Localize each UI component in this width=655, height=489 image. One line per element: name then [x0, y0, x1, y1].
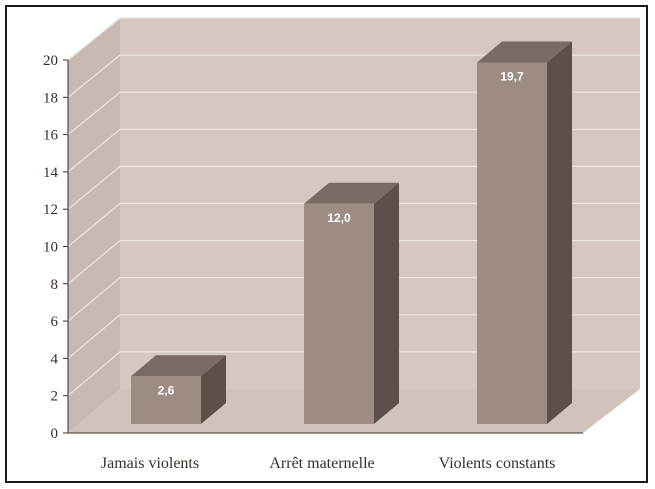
category-label: Jamais violents [101, 455, 199, 472]
bar-front [304, 203, 374, 424]
bar-side [547, 41, 572, 424]
gridline [67, 314, 640, 359]
data-label: 12,0 [327, 211, 351, 225]
gridline [67, 54, 640, 98]
y-axis: 0 2 4 6 8 10 12 14 16 18 20 [43, 53, 583, 442]
y-tick-label: 4 [51, 351, 59, 367]
category-label: Arrêt maternelle [269, 455, 374, 472]
data-label: 2,6 [158, 383, 175, 397]
bar-top [304, 182, 399, 204]
gridlines [67, 17, 640, 397]
y-tick-label: 14 [43, 165, 59, 181]
bar-3: 19,7 [477, 41, 572, 424]
y-tick-label: 2 [51, 389, 59, 405]
gridline [67, 202, 640, 247]
bar-2: 12,0 [304, 182, 399, 424]
bar-top [131, 355, 226, 377]
bars: 2,6 12,0 19,7 [131, 41, 572, 424]
y-tick-label: 20 [43, 53, 58, 69]
bar-1: 2,6 [131, 355, 226, 424]
gridline [67, 91, 640, 136]
bar-top [477, 41, 572, 63]
y-tick-label: 8 [51, 277, 59, 293]
y-tick-label: 18 [43, 90, 58, 106]
gridline [67, 351, 640, 397]
gridline [67, 277, 640, 322]
y-tick-label: 12 [43, 202, 58, 218]
bar-front [477, 62, 547, 424]
bar-front [131, 376, 201, 424]
y-tick-label: 6 [51, 314, 59, 330]
y-tick-label: 16 [43, 128, 59, 144]
y-tick-label: 0 [51, 426, 59, 442]
bar-side [201, 355, 226, 424]
data-label: 19,7 [500, 70, 524, 84]
y-tick-label: 10 [43, 240, 58, 256]
bar-side [374, 182, 399, 424]
gridline [67, 165, 640, 210]
gridline [67, 17, 640, 61]
gridline [67, 128, 640, 173]
gridline [67, 240, 640, 285]
x-axis-labels: Jamais violents Arrêt maternelle Violents … [101, 455, 556, 472]
category-label: Violents constants [439, 455, 556, 472]
